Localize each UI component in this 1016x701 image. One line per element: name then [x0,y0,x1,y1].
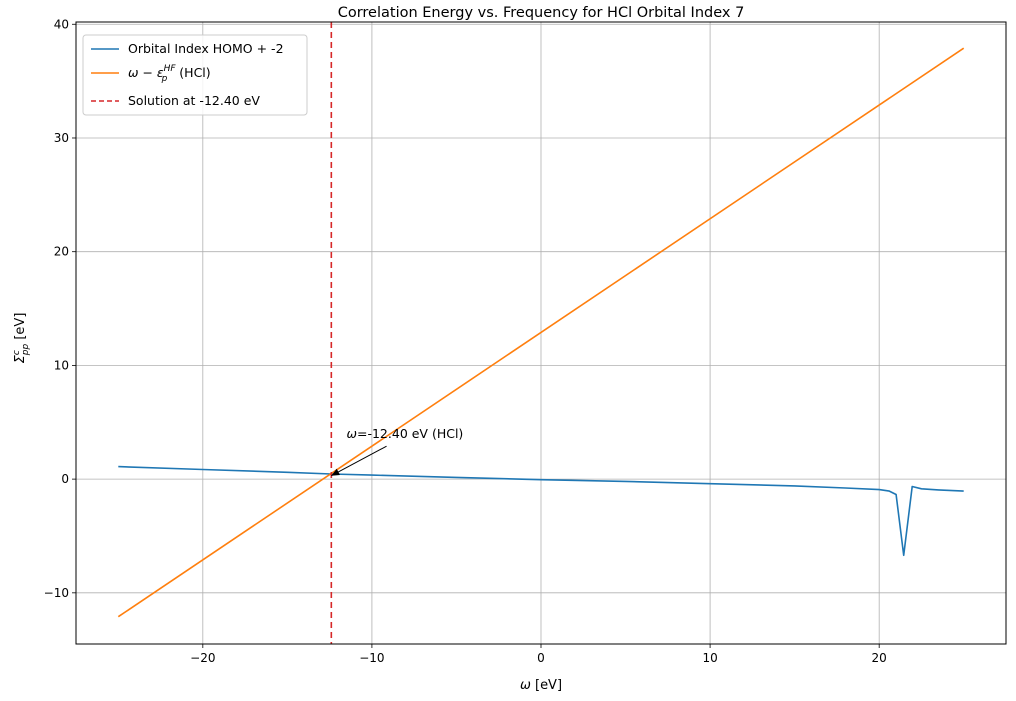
x-tick-label: −10 [359,651,384,665]
x-tick-label: 0 [537,651,545,665]
legend: Orbital Index HOMO + -2 ω − εHF p (HCl) S… [82,34,308,116]
y-tick-label: 30 [54,131,69,145]
series-layer [117,22,965,644]
grid [76,22,1006,644]
svg-text:Σcpp [eV]: Σcpp [eV] [12,313,31,364]
annotation-arrow [331,445,387,477]
x-tick-label: 20 [872,651,887,665]
chart-title: Correlation Energy vs. Frequency for HCl… [338,5,745,21]
annotation: ω=-12.40 eV (HCl) [331,426,464,477]
legend-box [82,34,308,116]
y-axis-label: Σcpp [eV] [12,313,31,364]
ticks: −20 −10 0 10 20 −10 0 10 20 30 40 [44,17,887,665]
x-tick-label: 10 [702,651,717,665]
x-axis-label: ω [eV] [520,678,562,693]
y-tick-label: 20 [54,245,69,259]
y-tick-label: −10 [44,586,69,600]
legend-label-omega: ω − εHF p (HCl) [128,64,211,84]
x-tick-label: −20 [190,651,215,665]
legend-label-solution: Solution at -12.40 eV [128,93,260,108]
y-tick-label: 0 [61,472,69,486]
legend-label-homo: Orbital Index HOMO + -2 [128,41,284,56]
annotation-arrowhead [331,468,340,476]
annotation-label: ω=-12.40 eV (HCl) [347,426,464,441]
series-line-omega [117,47,965,618]
y-tick-label: 10 [54,358,69,372]
y-tick-label: 40 [54,17,69,31]
